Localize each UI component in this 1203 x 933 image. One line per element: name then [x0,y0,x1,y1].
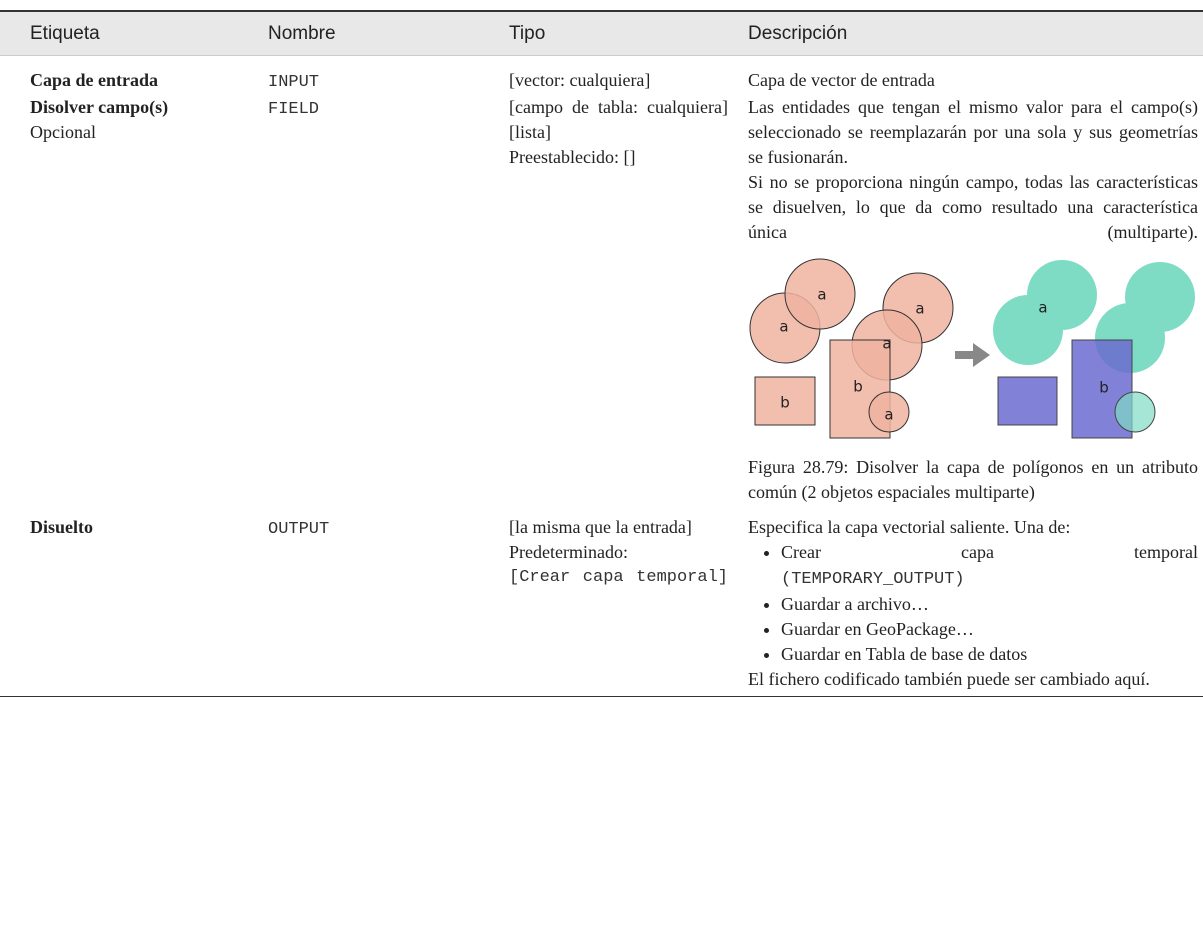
option: Crear capa temporal (TEMPORARY_OUTPUT) [781,540,1198,592]
header-cell: Tipo [499,11,738,56]
row: Disuelto OUTPUT [la misma que la entrada… [0,505,1203,697]
option: Guardar en GeoPackage… [781,617,1198,642]
figure-label: a [1038,299,1047,317]
label: Disuelto [30,517,93,537]
figure-label: b [853,378,863,396]
type: [la misma que la entrada] [509,517,692,537]
figure-label: a [915,300,924,318]
figure-caption: Figura 28.79: Disolver la capa de polígo… [748,457,1198,502]
name: INPUT [268,73,320,92]
option-code: (TEMPORARY_OUTPUT) [781,570,965,589]
description: Capa de vector de entrada [748,70,935,90]
label: Disolver campo(s) [30,97,169,117]
type: [vector: cualquiera] [509,70,651,90]
options-list: Crear capa temporal (TEMPORARY_OUTPUT) Gu… [748,540,1198,667]
type: Predeterminado: [509,542,628,562]
type-code: [Crear capa temporal] [509,568,728,587]
name: FIELD [268,100,320,119]
description: Las entidades que tengan el mismo valor … [748,97,1198,167]
note: El fichero codificado también puede ser … [748,669,1150,689]
figure-label: a [779,318,788,336]
type: [campo de tabla: cualquiera] [lista] [509,97,728,142]
option-text: Crear capa temporal [781,542,1198,562]
description: Especifica la capa vectorial saliente. U… [748,517,1071,537]
header-cell: Nombre [258,11,499,56]
description: Si no se proporciona ningún campo, todas… [748,172,1198,242]
header-row: Etiqueta Nombre Tipo Descripción [0,11,1203,56]
row: Capa de entrada INPUT [vector: cualquier… [0,56,1203,96]
row: Disolver campo(s) Opcional FIELD [campo d… [0,95,1203,505]
figure-label: a [882,335,891,353]
label: Capa de entrada [30,70,159,90]
figure-label: b [1099,379,1109,397]
option: Guardar en Tabla de base de datos [781,642,1198,667]
header-cell: Etiqueta [0,11,258,56]
option: Guardar a archivo… [781,592,1198,617]
figure-label: b [780,394,790,412]
parameters-table: Etiqueta Nombre Tipo Descripción Capa de… [0,10,1203,697]
figure-label: a [884,406,893,424]
dissolve-figure: a a a a b b a a b [749,258,1195,439]
header-cell: Descripción [738,11,1203,56]
figure-label: a [817,286,826,304]
type: Preestablecido: [] [509,147,636,167]
optional: Opcional [30,122,96,142]
name: OUTPUT [268,520,330,539]
